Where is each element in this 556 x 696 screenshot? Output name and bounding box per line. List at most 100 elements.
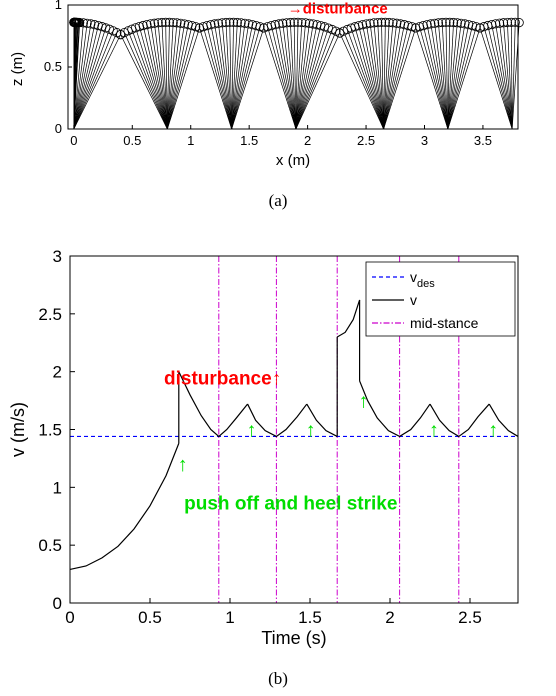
velocity-segment xyxy=(178,371,249,438)
velocity-segment xyxy=(306,403,338,437)
leg-line xyxy=(362,24,384,130)
velocity-segment xyxy=(429,403,490,438)
leg-line xyxy=(274,24,297,130)
leg-line xyxy=(231,23,249,130)
hip-marker xyxy=(149,18,160,28)
hip-marker xyxy=(89,20,100,30)
leg-line xyxy=(210,24,232,130)
x-tick-label: 3 xyxy=(421,133,428,148)
hip-marker xyxy=(198,22,208,32)
leg-line xyxy=(419,26,449,130)
velocity-segment xyxy=(336,299,361,338)
velocity-segment xyxy=(488,403,519,437)
hip-marker xyxy=(445,17,455,27)
leg-line xyxy=(124,32,168,130)
hip-marker xyxy=(236,18,246,28)
leg-line xyxy=(150,23,168,130)
y-tick-label: 1 xyxy=(55,0,62,12)
hip-marker xyxy=(225,17,235,27)
legend-box xyxy=(365,261,516,337)
leg-line xyxy=(73,25,99,130)
leg-line xyxy=(293,22,297,130)
leg-line xyxy=(447,27,481,130)
leg-line xyxy=(383,24,405,130)
leg-line xyxy=(73,22,84,130)
leg-line xyxy=(73,30,114,130)
hip-marker xyxy=(247,20,258,30)
hip-marker xyxy=(168,17,178,28)
leg-line xyxy=(383,22,386,130)
leg-line xyxy=(422,25,449,130)
leg-line xyxy=(447,23,462,130)
hip-markers xyxy=(69,17,524,40)
hip-marker xyxy=(244,19,254,29)
hip-marker xyxy=(134,21,144,32)
hip-marker xyxy=(157,17,167,28)
leg-line xyxy=(278,23,297,130)
leg-line xyxy=(383,25,409,130)
hip-marker xyxy=(270,20,280,30)
hip-marker xyxy=(232,17,242,28)
hip-marker xyxy=(361,19,371,29)
leg-line xyxy=(231,22,242,130)
leg-line xyxy=(511,22,516,130)
hip-marker xyxy=(93,20,103,31)
hip-marker xyxy=(418,20,428,31)
leg-line xyxy=(202,26,232,130)
hip-marker xyxy=(164,17,175,27)
leg-line xyxy=(510,22,513,130)
leg-line xyxy=(142,25,168,130)
hip-marker xyxy=(494,18,505,28)
push-off-arrow: ↑ xyxy=(359,391,369,413)
hip-marker xyxy=(191,22,201,32)
leg-line xyxy=(430,23,449,130)
push-off-arrow: ↑ xyxy=(429,420,439,442)
x-tick-label: 1 xyxy=(225,608,234,627)
leg-line xyxy=(383,27,417,130)
leg-line xyxy=(495,23,513,130)
hip-marker xyxy=(350,22,360,32)
leg-line xyxy=(127,30,168,130)
leg-line xyxy=(73,24,95,130)
hip-marker xyxy=(312,20,322,30)
leg-line xyxy=(447,24,470,130)
hip-marker xyxy=(433,18,444,28)
hip-marker xyxy=(285,17,295,28)
hip-marker xyxy=(304,18,314,28)
leg-line xyxy=(381,22,384,130)
leg-line xyxy=(343,31,384,130)
hip-marker xyxy=(308,19,318,29)
x-tick-label: 0.5 xyxy=(123,133,141,148)
leg-line xyxy=(73,26,103,130)
leg-line xyxy=(369,23,384,130)
hip-marker xyxy=(384,17,394,28)
leg-line xyxy=(231,25,257,130)
leg-line xyxy=(120,34,168,130)
hip-marker xyxy=(300,18,311,28)
leg-line xyxy=(263,27,297,130)
x-tick-label: 0.5 xyxy=(138,608,162,627)
push-off-arrow: ↑ xyxy=(178,454,188,476)
leg-line xyxy=(73,34,121,130)
leg-line xyxy=(295,24,318,130)
hip-marker xyxy=(183,20,193,30)
y-tick-label: 0 xyxy=(55,121,62,136)
hip-marker xyxy=(278,18,288,28)
leg-line xyxy=(447,22,458,130)
leg-line xyxy=(206,25,232,130)
y-tick-label: 0.5 xyxy=(44,59,62,74)
leg-line xyxy=(231,24,253,130)
leg-line xyxy=(231,23,246,130)
leg-line xyxy=(365,23,384,130)
hip-marker xyxy=(213,18,224,28)
hip-marker xyxy=(82,18,92,28)
leg-line xyxy=(426,24,449,130)
leg-line xyxy=(295,26,325,130)
leg-line xyxy=(231,27,265,130)
leg-line xyxy=(438,22,449,130)
leg-line xyxy=(161,22,168,130)
leg-line xyxy=(282,23,297,130)
hip-marker xyxy=(376,17,387,27)
